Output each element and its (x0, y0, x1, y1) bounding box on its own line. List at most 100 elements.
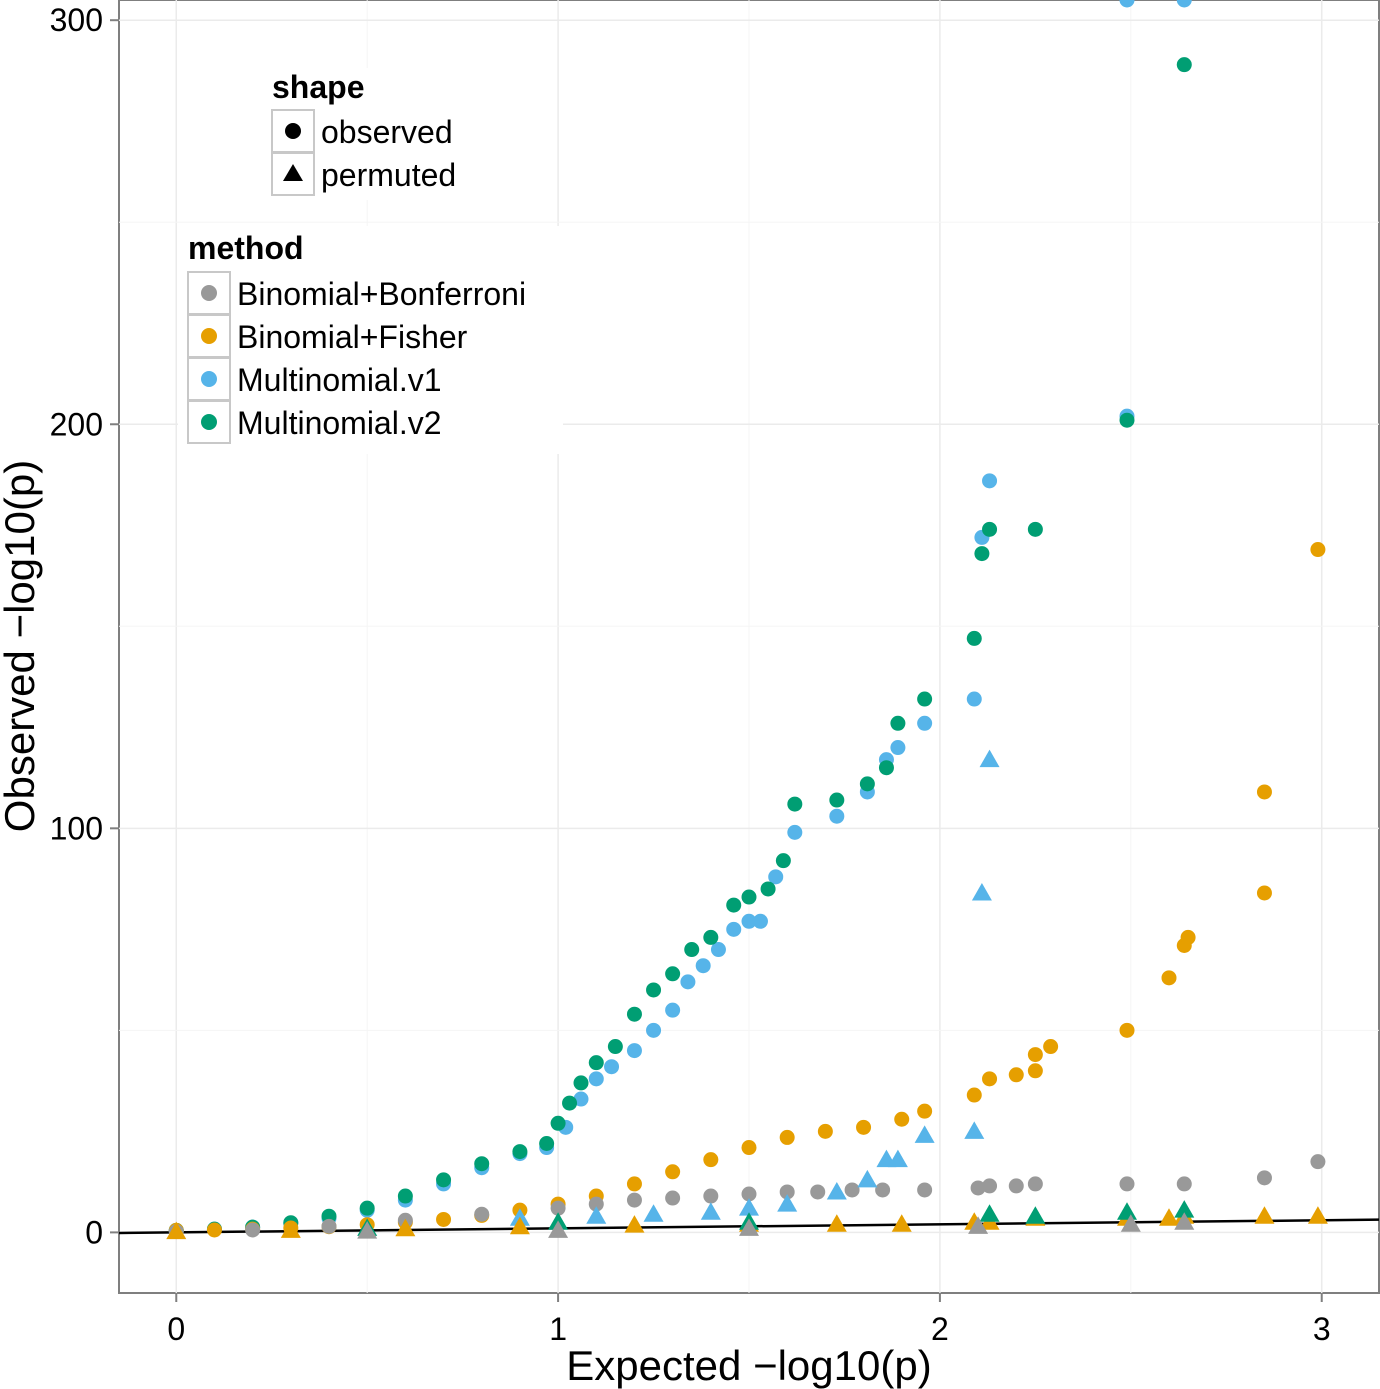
legend-label-binomial-fisher: Binomial+Fisher (237, 319, 468, 355)
point-multinomial-v2-circle (646, 982, 662, 998)
point-multinomial-v2-circle (890, 715, 906, 731)
point-binomial-bonferroni-circle (779, 1184, 795, 1200)
series-binomial-bonferroni-circle (168, 1154, 1326, 1240)
point-binomial-fisher-circle (626, 1176, 642, 1192)
circle-icon (285, 123, 301, 139)
point-binomial-bonferroni-circle (741, 1186, 757, 1202)
point-binomial-fisher-circle (917, 1103, 933, 1119)
point-binomial-bonferroni-circle (1256, 1170, 1272, 1186)
point-multinomial-v2-triangle (1117, 1202, 1137, 1220)
point-binomial-bonferroni-circle (1176, 1176, 1192, 1192)
point-multinomial-v1-circle (768, 869, 784, 885)
point-binomial-fisher-circle (1027, 1047, 1043, 1063)
series-multinomial-v1-triangle (509, 749, 1000, 1226)
point-multinomial-v2-circle (1119, 412, 1135, 428)
point-multinomial-v1-triangle (586, 1206, 607, 1224)
point-multinomial-v2-circle (573, 1075, 589, 1091)
point-multinomial-v2-circle (436, 1172, 452, 1188)
point-multinomial-v2-circle (741, 889, 757, 905)
point-binomial-fisher-circle (1027, 1063, 1043, 1079)
legend-swatch-multinomial-v1 (201, 371, 217, 387)
point-multinomial-v1-circle (604, 1059, 620, 1075)
method-legend: method Binomial+Bonferroni Binomial+Fish… (178, 226, 563, 454)
point-binomial-fisher-triangle (395, 1218, 416, 1237)
point-multinomial-v2-circle (562, 1095, 578, 1111)
point-binomial-fisher-circle (1180, 929, 1196, 945)
point-binomial-fisher-circle (966, 1087, 982, 1103)
point-multinomial-v2-circle (859, 776, 875, 792)
point-binomial-bonferroni-circle (588, 1196, 604, 1212)
point-multinomial-v2-circle (684, 942, 700, 958)
point-multinomial-v1-triangle (700, 1202, 721, 1220)
point-multinomial-v1-triangle (887, 1149, 908, 1168)
point-multinomial-v2-circle (665, 966, 681, 982)
point-multinomial-v1-circle (573, 1091, 589, 1107)
point-binomial-bonferroni-circle (1008, 1178, 1024, 1194)
point-multinomial-v2-circle (1176, 57, 1192, 73)
point-multinomial-v2-circle (974, 546, 990, 562)
legend-label-multinomial-v2: Multinomial.v2 (237, 405, 442, 441)
point-multinomial-v1-triangle (979, 749, 1000, 768)
point-binomial-fisher-circle (856, 1119, 872, 1135)
point-multinomial-v1-triangle (826, 1181, 847, 1200)
point-multinomial-v2-triangle (979, 1204, 1000, 1222)
point-binomial-bonferroni-circle (875, 1182, 891, 1198)
point-multinomial-v1-triangle (964, 1121, 985, 1139)
point-multinomial-v2-circle (775, 853, 791, 869)
data-points (166, 0, 1328, 1240)
point-multinomial-v2-circle (359, 1200, 375, 1216)
shape-legend-title: shape (272, 69, 364, 105)
point-multinomial-v2-circle (512, 1144, 528, 1160)
y-tick-label: 200 (50, 406, 103, 442)
point-binomial-fisher-circle (1008, 1067, 1024, 1083)
point-binomial-fisher-circle (1119, 1022, 1135, 1038)
point-binomial-bonferroni-circle (982, 1178, 998, 1194)
point-binomial-fisher-triangle (891, 1214, 912, 1232)
point-multinomial-v1-circle (646, 1022, 662, 1038)
point-multinomial-v1-circle (710, 942, 726, 958)
point-binomial-bonferroni-circle (1119, 1176, 1135, 1192)
point-binomial-bonferroni-circle (474, 1206, 490, 1222)
point-multinomial-v1-triangle (777, 1194, 798, 1212)
point-multinomial-v1-circle (1119, 0, 1135, 8)
point-binomial-bonferroni-circle (1310, 1154, 1326, 1170)
point-multinomial-v1-circle (787, 824, 803, 840)
point-multinomial-v2-circle (607, 1039, 623, 1055)
point-binomial-bonferroni-triangle (1174, 1212, 1195, 1230)
point-multinomial-v2-circle (878, 760, 894, 776)
series-binomial-fisher-triangle (166, 1206, 1328, 1240)
point-binomial-fisher-circle (206, 1222, 222, 1238)
point-binomial-bonferroni-triangle (548, 1220, 569, 1238)
point-multinomial-v1-circle (982, 473, 998, 489)
point-binomial-fisher-circle (436, 1211, 452, 1227)
point-multinomial-v1-circle (966, 691, 982, 707)
point-multinomial-v1-circle (741, 913, 757, 929)
y-tick-label: 0 (85, 1214, 103, 1250)
point-binomial-fisher-circle (1256, 885, 1272, 901)
point-multinomial-v1-circle (588, 1071, 604, 1087)
point-multinomial-v2-circle (588, 1055, 604, 1071)
point-multinomial-v2-circle (726, 897, 742, 913)
legend-swatch-binomial-bonferroni (201, 285, 217, 301)
point-multinomial-v2-triangle (1174, 1200, 1195, 1218)
point-binomial-bonferroni-circle (245, 1222, 261, 1238)
axis-ticks: 0 1 2 3 0 100 200 300 (50, 2, 1331, 1347)
point-binomial-fisher-circle (1043, 1039, 1059, 1055)
point-multinomial-v2-circle (539, 1135, 555, 1151)
method-legend-background (178, 226, 563, 454)
point-multinomial-v2-circle (474, 1156, 490, 1172)
point-binomial-fisher-circle (741, 1140, 757, 1156)
legend-label-observed: observed (321, 114, 453, 150)
point-binomial-bonferroni-circle (321, 1218, 337, 1234)
point-multinomial-v2-circle (760, 881, 776, 897)
point-multinomial-v1-circle (680, 974, 696, 990)
point-binomial-fisher-circle (982, 1071, 998, 1087)
method-legend-title: method (188, 230, 304, 266)
point-multinomial-v1-triangle (914, 1125, 935, 1143)
point-multinomial-v1-circle (752, 913, 768, 929)
point-binomial-bonferroni-circle (665, 1190, 681, 1206)
point-binomial-bonferroni-circle (550, 1200, 566, 1216)
point-binomial-fisher-triangle (624, 1215, 645, 1233)
x-axis-title: Expected −log10(p) (566, 1342, 931, 1389)
